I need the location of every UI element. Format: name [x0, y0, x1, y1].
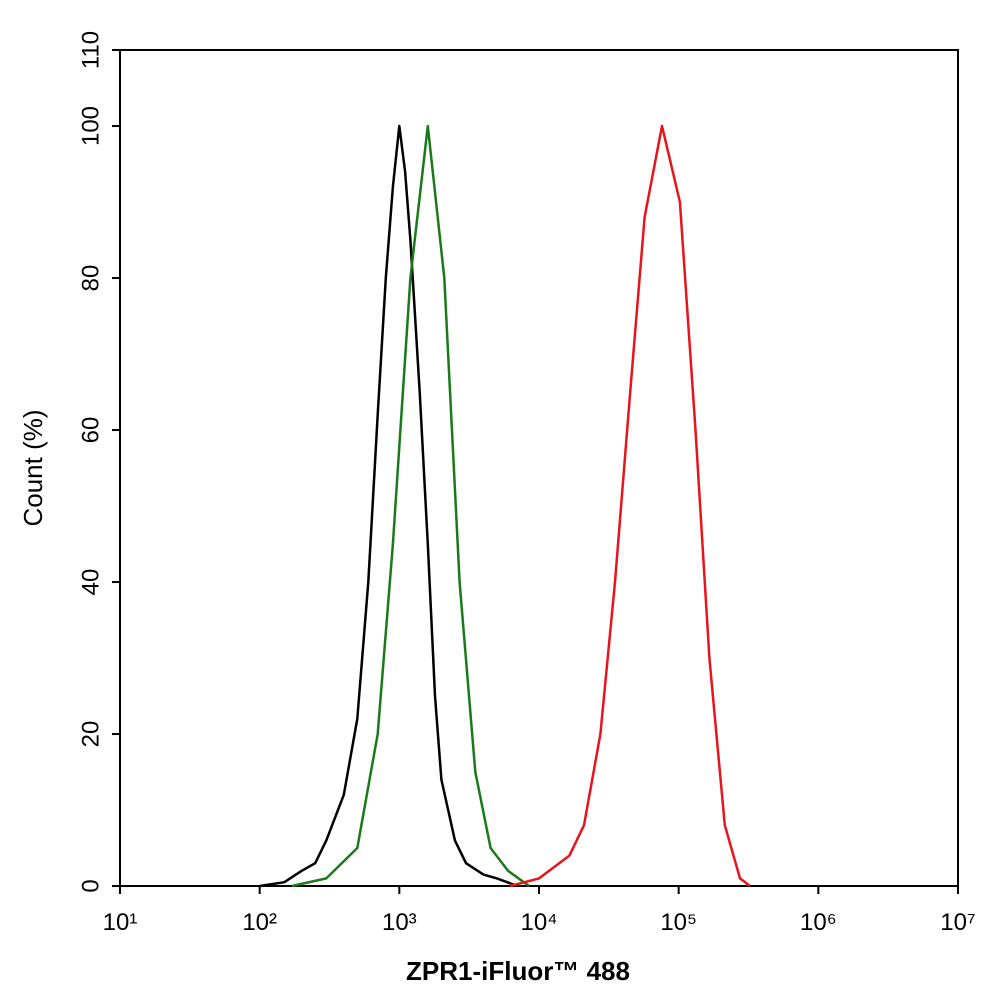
- histogram-line: [291, 124, 530, 888]
- y-tick-label: 80: [77, 265, 104, 292]
- x-tick-label: 10¹: [103, 909, 138, 936]
- x-axis-title: ZPR1-iFluor™ 488: [406, 956, 630, 986]
- histogram-line: [259, 124, 518, 888]
- x-tick-label: 10⁷: [940, 909, 975, 936]
- y-tick-label: 100: [77, 106, 104, 146]
- y-tick-label: 20: [77, 721, 104, 748]
- x-tick-label: 10⁴: [520, 909, 557, 936]
- x-tick-label: 10⁶: [800, 909, 837, 936]
- x-tick-label: 10³: [382, 909, 417, 936]
- histogram-line: [509, 124, 751, 888]
- y-tick-label: 0: [77, 879, 104, 892]
- y-tick-label: 60: [77, 417, 104, 444]
- x-tick-label: 10²: [242, 909, 277, 936]
- y-tick-label: 40: [77, 569, 104, 596]
- y-axis-title: Count (%): [18, 409, 48, 526]
- y-tick-label: 110: [77, 31, 104, 69]
- plot-frame: [119, 49, 959, 887]
- x-tick-label: 10⁵: [660, 909, 697, 936]
